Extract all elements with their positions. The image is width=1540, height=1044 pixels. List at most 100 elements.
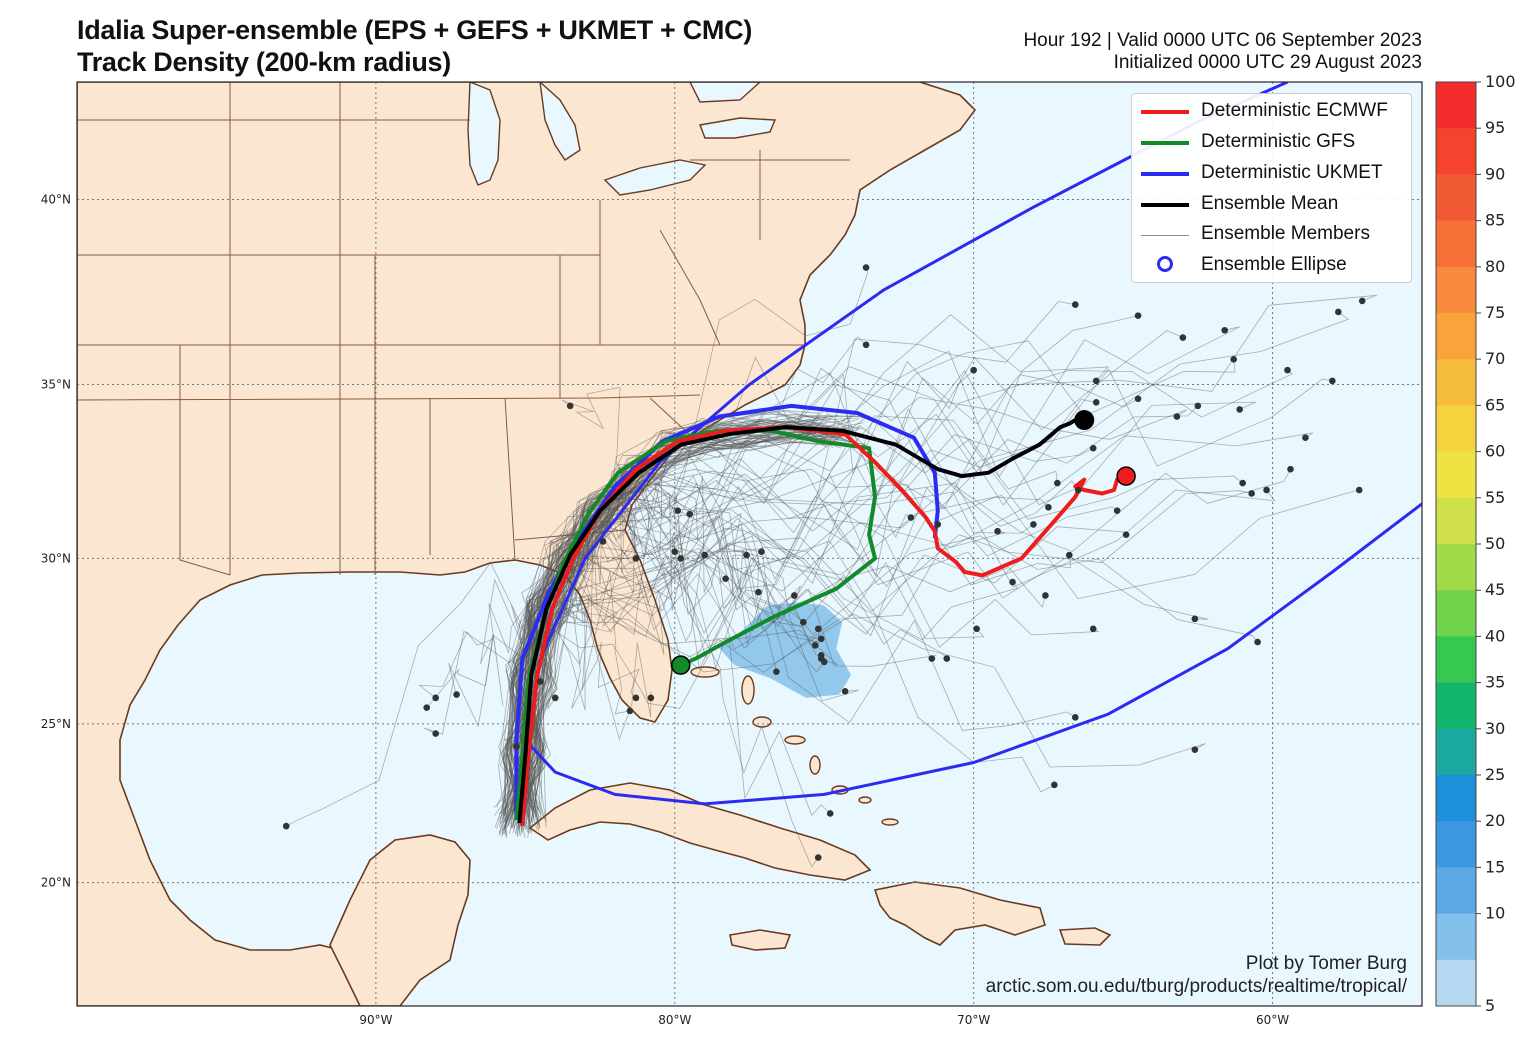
ensemble-member-track [500,618,839,824]
ensemble-member-track [502,608,1206,824]
legend-label-ukmet: Deterministic UKMET [1201,162,1383,183]
ensemble-member-track [514,493,795,812]
mean-endpoint [1074,410,1095,431]
ensemble-member-track [510,301,1076,814]
member-endpoint [943,655,951,662]
member-endpoint [626,707,634,715]
colorbar-segment [1436,405,1476,453]
member-endpoint [423,704,431,711]
ensemble-member-track [504,475,684,816]
colorbar-tick-label: 75 [1485,303,1505,322]
colorbar-tick-label: 45 [1485,580,1505,599]
colorbar-segment [1436,220,1476,268]
member-endpoint [814,625,822,633]
ensemble-member-track [512,476,762,815]
ensemble-member-track [510,523,1046,829]
member-endpoint [970,366,977,374]
jamaica [729,929,792,951]
member-endpoint [1236,406,1243,413]
member-endpoint [820,658,828,666]
ensemble-member-track [509,417,824,836]
member-endpoint [1179,334,1187,341]
member-endpoint [1355,486,1363,494]
member-endpoint [800,618,807,626]
colorbar-tick-label: 50 [1485,534,1505,553]
ensemble-member-track [516,486,1055,836]
colorbar-tick-label: 60 [1485,442,1505,461]
member-endpoint [1089,444,1097,452]
member-endpoint [453,691,460,698]
ensemble-member-track [505,518,747,837]
north-america-land [77,82,977,1006]
member-endpoint [1239,479,1246,487]
member-endpoint [1071,301,1079,308]
legend-item-ukmet: Deterministic UKMET [1132,158,1411,189]
ensemble-member-track [510,330,1184,819]
member-endpoint [862,341,870,349]
member-endpoint [1254,638,1261,646]
legend-item-ellipse: Ensemble Ellipse [1132,250,1411,281]
init-time-line-2: Initialized 0000 UTC 29 August 2023 [1113,52,1422,73]
member-endpoint [791,592,798,599]
ensemble-member-track [506,398,1097,828]
member-endpoint [1302,434,1309,441]
ensemble-member-track [505,496,860,829]
colorbar-tick-label: 90 [1485,164,1505,183]
ensemble-mean-track [517,414,1086,824]
member-endpoint [811,642,819,649]
member-endpoint [973,625,980,633]
member-endpoint [1248,490,1255,497]
ensemble-member-track [520,407,1079,829]
ensemble-member-track [516,294,1377,825]
colorbar-tick-label: 35 [1485,673,1505,692]
member-endpoint [1122,531,1130,538]
colorbar-tick-label: 65 [1485,395,1505,414]
ensemble-member-track [518,469,825,825]
ensemble-member-track [521,516,948,814]
ensemble-member-track [518,336,867,828]
ensemble-member-track [503,418,851,831]
ensemble-member-track [516,374,1139,826]
ensemble-member-track [502,437,844,835]
map-title-line-2: Track Density (200-km radius) [77,47,451,77]
colorbar-segment [1436,959,1476,1007]
member-endpoint [671,548,679,555]
member-endpoint [1335,308,1342,316]
legend-label-members: Ensemble Members [1201,223,1370,244]
map-title-line-1: Idalia Super-ensemble (EPS + GEFS + UKME… [77,15,753,45]
member-endpoint [722,575,729,582]
colorbar-tick-label: 25 [1485,765,1505,784]
ensemble-member-track [513,521,822,822]
member-endpoint [1074,486,1082,494]
colorbar-tick-label: 30 [1485,719,1505,738]
member-endpoint [1173,413,1181,420]
ensemble-member-track [505,413,817,820]
member-endpoint [674,507,682,514]
map-title: Idalia Super-ensemble (EPS + GEFS + UKME… [77,14,752,78]
member-endpoint [566,402,574,410]
colorbar-segment [1436,636,1476,684]
member-endpoint [1054,479,1061,487]
legend-item-members: Ensemble Members [1132,219,1411,250]
member-endpoint [758,548,765,555]
colorbar-tick-label: 85 [1485,211,1505,230]
member-endpoint [432,730,439,737]
member-endpoint [928,655,936,662]
member-endpoint [647,694,655,702]
member-endpoint [432,694,439,702]
ensemble-ellipse-south [527,502,1422,806]
member-endpoint [814,854,822,861]
ensemble-member-track [509,530,1006,811]
member-endpoint [686,510,694,518]
ensemble-member-track [505,546,1019,821]
member-endpoint [1030,521,1037,528]
ensemble-member-track [495,435,847,830]
legend-item-gfs: Deterministic GFS [1132,127,1411,158]
member-endpoint [1009,578,1016,586]
ensemble-member-track [520,386,635,833]
member-endpoint [1263,486,1270,494]
legend-item-ecmwf: Deterministic ECMWF [1132,96,1411,127]
ensemble-member-track [502,422,864,820]
great-lakes [467,82,777,196]
legend-swatch-ecmwf [1141,110,1189,114]
